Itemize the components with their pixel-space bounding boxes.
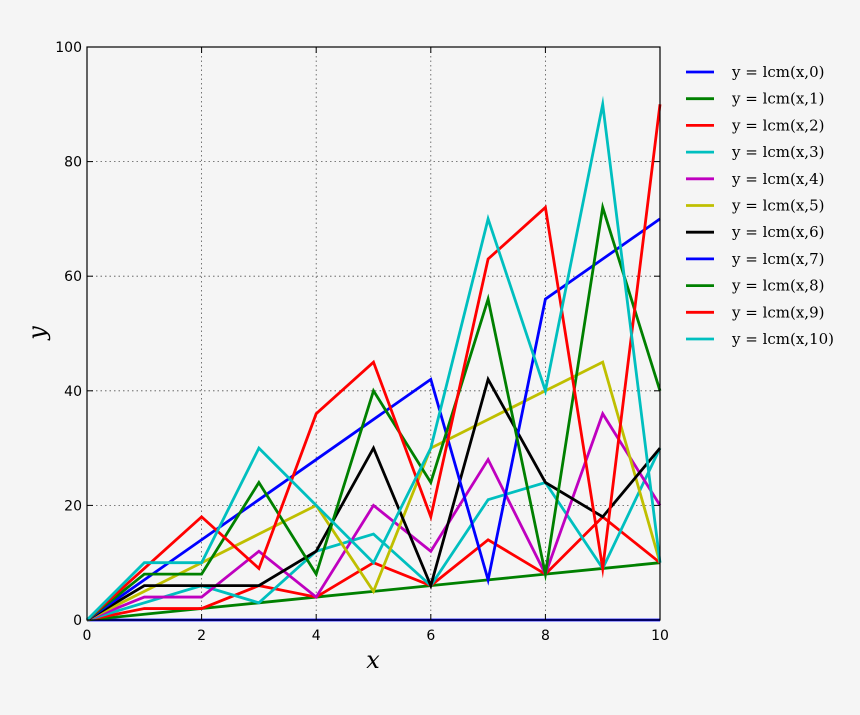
legend-label: y = lcm(x,9) xyxy=(731,303,824,321)
y-tick-label: 20 xyxy=(64,498,82,514)
y-tick-label: 0 xyxy=(73,613,82,629)
x-axis-label: x xyxy=(366,646,380,674)
series-line xyxy=(86,104,662,622)
series-line xyxy=(86,95,662,621)
y-tick-label: 100 xyxy=(55,40,82,56)
x-tick-label: 2 xyxy=(197,628,206,644)
x-tick-label: 10 xyxy=(651,628,669,644)
legend-label: y = lcm(x,1) xyxy=(731,90,824,108)
x-tick-label: 6 xyxy=(426,628,435,644)
legend-label: y = lcm(x,10) xyxy=(731,330,834,348)
legend-label: y = lcm(x,0) xyxy=(731,63,824,81)
legend-label: y = lcm(x,7) xyxy=(731,250,824,268)
plot-lines xyxy=(86,95,662,622)
x-tick-label: 0 xyxy=(83,628,92,644)
legend-label: y = lcm(x,6) xyxy=(731,223,824,241)
legend-label: y = lcm(x,8) xyxy=(731,277,824,295)
x-tick-label: 8 xyxy=(541,628,550,644)
grid xyxy=(87,47,660,620)
series-line xyxy=(86,217,661,622)
y-tick-label: 80 xyxy=(64,155,82,171)
series-line xyxy=(86,375,662,622)
series-line xyxy=(86,447,662,622)
legend: y = lcm(x,0) y = lcm(x,1) y = lcm(x,2) y = … xyxy=(686,63,834,348)
x-tick-label: 4 xyxy=(312,628,321,644)
series-line xyxy=(86,410,662,622)
legend-label: y = lcm(x,5) xyxy=(731,197,824,215)
y-tick-label: 60 xyxy=(64,269,82,285)
plot-area-frame xyxy=(86,46,661,621)
y-tick-label: 40 xyxy=(64,384,82,400)
legend-label: y = lcm(x,2) xyxy=(731,116,824,134)
y-axis-label: y xyxy=(23,326,51,341)
legend-label: y = lcm(x,3) xyxy=(731,143,824,161)
series-line xyxy=(86,360,662,622)
series-line xyxy=(86,201,662,622)
series-line xyxy=(86,514,661,622)
legend-label: y = lcm(x,4) xyxy=(731,170,824,188)
